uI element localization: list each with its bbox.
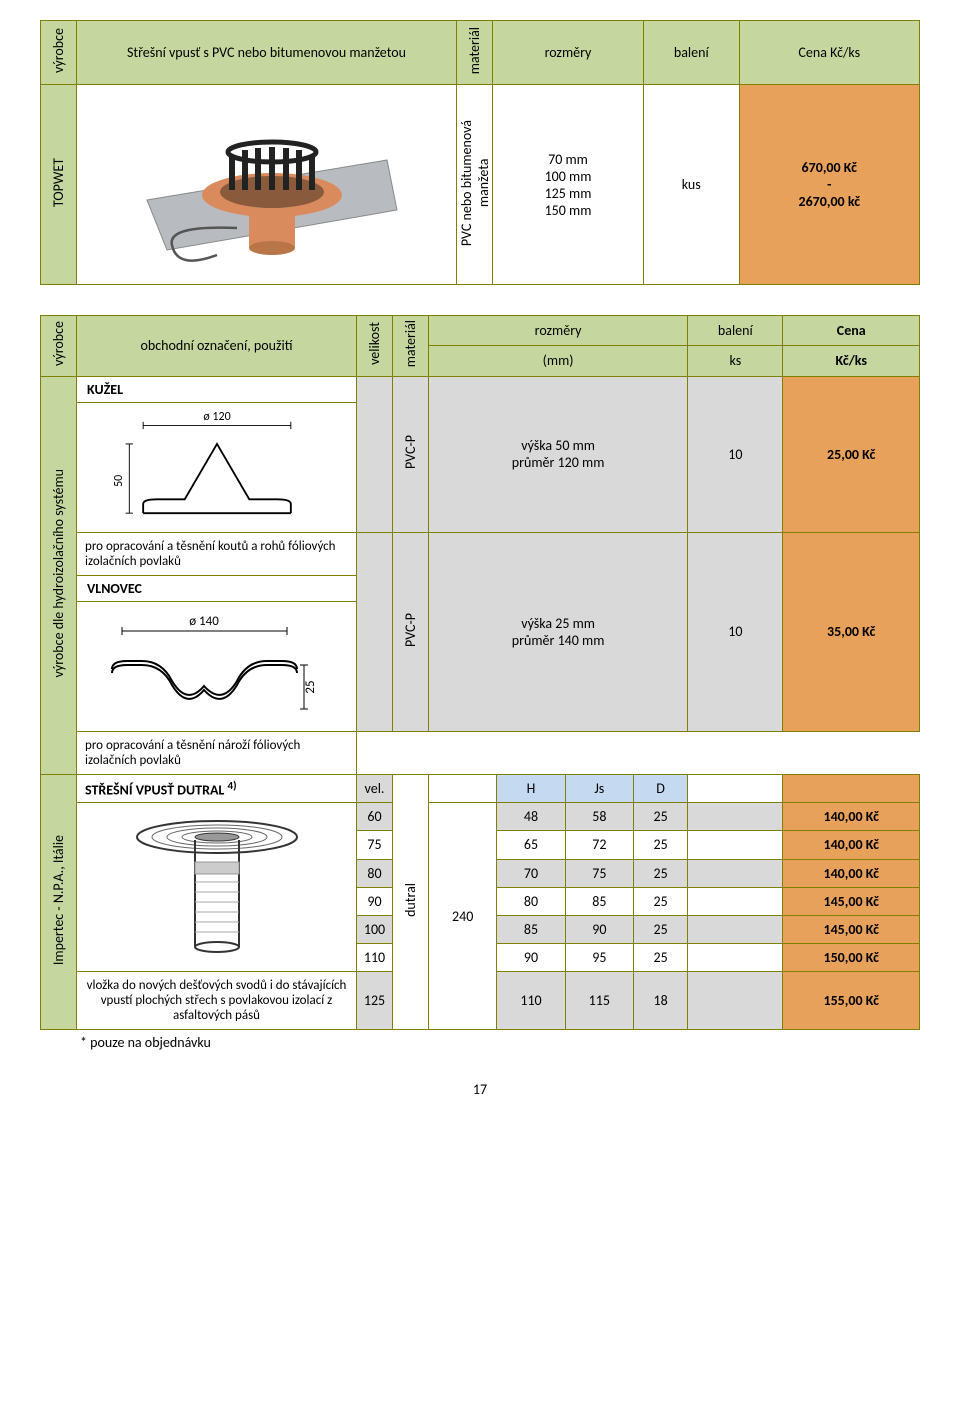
kuzel-svg: ø 120 50: [92, 407, 342, 527]
footnote: * pouze na objednávku: [40, 1034, 920, 1051]
dutral-d: D: [633, 774, 687, 803]
t2-hdr-baleni: balení: [688, 316, 783, 346]
vlnovec-diagram: ø 140 25: [77, 601, 357, 731]
vlnovec-dia: ø 140: [189, 614, 219, 629]
dutral-velhdr: vel.: [357, 774, 393, 803]
t2-hdr-vyrobce: výrobce: [41, 316, 77, 376]
dutral-desc: vložka do nových dešťových svodů i do st…: [77, 972, 357, 1030]
dutral-cena-2: 140,00 Kč: [783, 859, 920, 887]
vlnovec-mat: PVC-P: [393, 532, 429, 731]
t2-hdr-cena: Cena: [783, 316, 920, 346]
t1-hdr-cena: Cena Kč/ks: [739, 21, 919, 85]
dutral-js-2: 75: [565, 859, 633, 887]
dutral-cena-5: 150,00 Kč: [783, 944, 920, 972]
kuzel-cena: 25,00 Kč: [783, 376, 920, 532]
dutral-vel-3: 90: [357, 887, 393, 915]
dutral-vel-5: 110: [357, 944, 393, 972]
dutral-h-4: 85: [497, 915, 565, 943]
t2-hdr-material: materiál: [393, 316, 429, 376]
t1-rozmery: 70 mm 100 mm 125 mm 150 mm: [493, 85, 644, 285]
t2-hdr-mm: (mm): [429, 346, 688, 376]
dutral-js-4: 90: [565, 915, 633, 943]
dutral-vyrobce: Impertec - N.P.A., Itálie: [41, 774, 77, 1030]
dutral-d-2: 25: [633, 859, 687, 887]
dutral-cena-0: 140,00 Kč: [783, 803, 920, 831]
dutral-cena-4: 145,00 Kč: [783, 915, 920, 943]
t1-hdr-vyrobce: výrobce: [41, 21, 77, 85]
t1-hdr-title: Střešní vpusť s PVC nebo bitumenovou man…: [77, 21, 457, 85]
dutral-image: [77, 803, 357, 972]
t2-vyrobce2: výrobce dle hydroizolačního systému: [41, 376, 77, 774]
t1-hdr-rozmery: rozměry: [493, 21, 644, 85]
kuzel-title: KUŽEL: [77, 376, 357, 402]
dutral-d-4: 25: [633, 915, 687, 943]
vlnovec-cena: 35,00 Kč: [783, 532, 920, 731]
dutral-b-0: [688, 803, 783, 831]
dutral-vel-2: 80: [357, 859, 393, 887]
drain-illustration: [117, 100, 417, 270]
dutral-js-6: 115: [565, 972, 633, 1030]
t2-hdr-title: obchodní označení, použití: [77, 316, 357, 376]
dutral-vel-0: 60: [357, 803, 393, 831]
vlnovec-rozmery: výška 25 mm průměr 140 mm: [429, 532, 688, 731]
vlnovec-desc: pro opracování a těsnění nároží fóliovýc…: [77, 731, 357, 774]
dutral-cena-1: 140,00 Kč: [783, 831, 920, 859]
dutral-d-6: 18: [633, 972, 687, 1030]
table-2: výrobce obchodní označení, použití velik…: [40, 315, 920, 1030]
dutral-mat: dutral: [393, 774, 429, 1030]
t2-hdr-velikost: velikost: [357, 316, 393, 376]
dutral-title: STŘEŠNÍ VPUSŤ DUTRAL 4): [77, 774, 357, 803]
dutral-d-1: 25: [633, 831, 687, 859]
dutral-js: Js: [565, 774, 633, 803]
dutral-h-1: 65: [497, 831, 565, 859]
dutral-cena-3: 145,00 Kč: [783, 887, 920, 915]
dutral-h-blank: [429, 774, 497, 803]
vlnovec-svg: ø 140 25: [92, 606, 342, 726]
kuzel-dia-top: ø 120: [203, 410, 230, 424]
dutral-js-3: 85: [565, 887, 633, 915]
dutral-blank2: [783, 774, 920, 803]
table-1: výrobce Střešní vpusť s PVC nebo bitumen…: [40, 20, 920, 285]
dutral-svg: [117, 807, 317, 967]
t1-material: PVC nebo bitumenová manžeta: [457, 85, 493, 285]
dutral-d-5: 25: [633, 944, 687, 972]
dutral-vel-6: 125: [357, 972, 393, 1030]
dutral-h-6: 110: [497, 972, 565, 1030]
dutral-d-0: 25: [633, 803, 687, 831]
dutral-h-2: 70: [497, 859, 565, 887]
kuzel-mat: PVC-P: [393, 376, 429, 532]
kuzel-height: 50: [111, 475, 125, 487]
kuzel-desc: pro opracování a těsnění koutů a rohů fó…: [77, 532, 357, 575]
dutral-h: H: [497, 774, 565, 803]
kuzel-diagram: ø 120 50: [77, 402, 357, 532]
dutral-cena-6: 155,00 Kč: [783, 972, 920, 1030]
dutral-blank1: [688, 774, 783, 803]
t1-vyrobce: TOPWET: [41, 85, 77, 285]
dutral-js-5: 95: [565, 944, 633, 972]
t2-hdr-rozmery: rozměry: [429, 316, 688, 346]
dutral-d-3: 25: [633, 887, 687, 915]
t1-product-image: [77, 85, 457, 285]
dutral-hval: 240: [429, 803, 497, 1030]
dutral-vel-4: 100: [357, 915, 393, 943]
vlnovec-height: 25: [303, 680, 318, 693]
t2-hdr-ks: ks: [688, 346, 783, 376]
t1-hdr-material: materiál: [457, 21, 493, 85]
t1-baleni: kus: [643, 85, 739, 285]
kuzel-rozmery: výška 50 mm průměr 120 mm: [429, 376, 688, 532]
dutral-h-3: 80: [497, 887, 565, 915]
t2-hdr-kcks: Kč/ks: [783, 346, 920, 376]
vlnovec-baleni: 10: [688, 532, 783, 731]
t1-cena: 670,00 Kč - 2670,00 kč: [739, 85, 919, 285]
vlnovec-title: VLNOVEC: [77, 575, 357, 601]
dutral-js-0: 58: [565, 803, 633, 831]
dutral-vel-1: 75: [357, 831, 393, 859]
page-number: 17: [40, 1081, 920, 1098]
t1-hdr-baleni: balení: [643, 21, 739, 85]
dutral-h-5: 90: [497, 944, 565, 972]
kuzel-baleni: 10: [688, 376, 783, 532]
dutral-h-0: 48: [497, 803, 565, 831]
dutral-js-1: 72: [565, 831, 633, 859]
